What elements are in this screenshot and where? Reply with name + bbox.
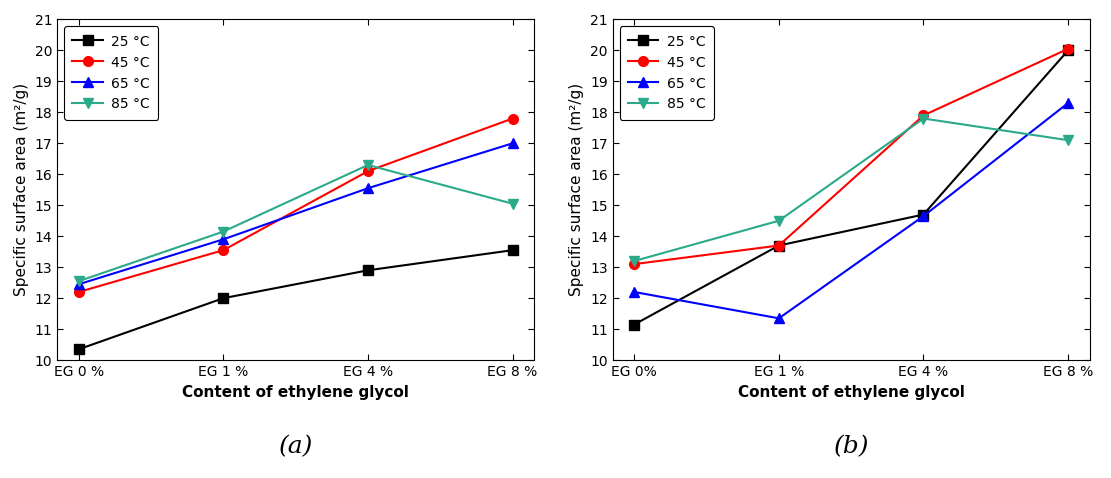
85 °C <box>506 201 519 206</box>
25 °C <box>1061 47 1074 53</box>
Line: 65 °C: 65 °C <box>74 139 518 289</box>
Line: 85 °C: 85 °C <box>630 114 1073 266</box>
25 °C <box>506 247 519 253</box>
65 °C <box>217 237 230 242</box>
Legend: 25 °C, 45 °C, 65 °C, 85 °C: 25 °C, 45 °C, 65 °C, 85 °C <box>64 26 158 120</box>
45 °C <box>628 261 641 267</box>
Line: 65 °C: 65 °C <box>630 98 1073 323</box>
25 °C <box>628 322 641 327</box>
Y-axis label: Specific surface area (m²/g): Specific surface area (m²/g) <box>570 83 584 296</box>
45 °C <box>506 116 519 121</box>
85 °C <box>628 258 641 264</box>
Line: 25 °C: 25 °C <box>630 45 1073 329</box>
45 °C <box>917 112 930 118</box>
85 °C <box>72 278 86 284</box>
25 °C <box>217 295 230 301</box>
45 °C <box>1061 46 1074 52</box>
25 °C <box>72 347 86 352</box>
85 °C <box>1061 137 1074 143</box>
Line: 45 °C: 45 °C <box>630 44 1073 269</box>
45 °C <box>361 168 374 174</box>
65 °C <box>917 213 930 219</box>
Legend: 25 °C, 45 °C, 65 °C, 85 °C: 25 °C, 45 °C, 65 °C, 85 °C <box>620 26 713 120</box>
Line: 45 °C: 45 °C <box>74 114 518 297</box>
65 °C <box>1061 100 1074 106</box>
Line: 25 °C: 25 °C <box>74 245 518 354</box>
25 °C <box>361 267 374 273</box>
85 °C <box>917 116 930 121</box>
25 °C <box>772 243 785 249</box>
65 °C <box>772 315 785 321</box>
Y-axis label: Specific surface area (m²/g): Specific surface area (m²/g) <box>14 83 29 296</box>
85 °C <box>217 228 230 234</box>
X-axis label: Content of ethylene glycol: Content of ethylene glycol <box>182 385 409 400</box>
Text: (a): (a) <box>279 435 313 458</box>
Line: 85 °C: 85 °C <box>74 160 518 286</box>
45 °C <box>72 289 86 295</box>
25 °C <box>917 212 930 217</box>
65 °C <box>506 141 519 146</box>
45 °C <box>772 243 785 249</box>
45 °C <box>217 247 230 253</box>
65 °C <box>72 282 86 287</box>
85 °C <box>772 218 785 224</box>
65 °C <box>361 185 374 191</box>
85 °C <box>361 162 374 168</box>
Text: (b): (b) <box>833 435 869 458</box>
65 °C <box>628 289 641 295</box>
X-axis label: Content of ethylene glycol: Content of ethylene glycol <box>738 385 964 400</box>
